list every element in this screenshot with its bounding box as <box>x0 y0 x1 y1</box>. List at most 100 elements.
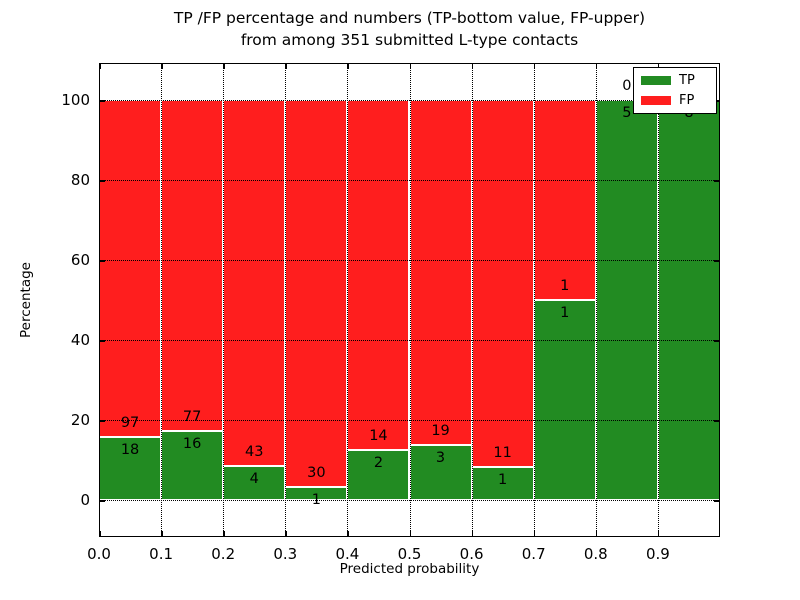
bar-value-tp: 1 <box>560 305 570 321</box>
x-axis-tick <box>347 531 349 537</box>
grid-line-vertical <box>223 63 225 537</box>
x-tick-label: 0.7 <box>521 545 546 563</box>
x-axis-tick <box>657 531 660 537</box>
y-tick-label: 20 <box>70 411 90 429</box>
bar-segment-fp <box>161 100 224 432</box>
x-tick-label: 0.4 <box>335 545 360 563</box>
y-axis-tick-right <box>714 500 720 502</box>
y-axis-label: Percentage <box>18 262 34 338</box>
x-axis-tick <box>285 531 287 537</box>
grid-line-horizontal <box>99 100 720 101</box>
grid-line-vertical <box>285 63 287 537</box>
x-tick-label: 0.9 <box>645 545 670 563</box>
x-axis-tick-top <box>161 63 163 69</box>
bar-value-fp: 1 <box>560 278 570 294</box>
x-axis-tick <box>99 531 101 537</box>
x-axis-tick-top <box>471 63 474 69</box>
x-tick-label: 0.2 <box>211 545 236 563</box>
bar-value-tp: 1 <box>498 471 508 488</box>
bar-value-tp: 16 <box>182 436 202 453</box>
x-tick-label: 0.8 <box>583 545 608 563</box>
y-axis-tick-right <box>714 100 720 102</box>
bar-segment-tp <box>223 465 286 500</box>
grid-line-vertical <box>161 63 163 537</box>
bar-segment-fp <box>99 100 162 438</box>
x-tick-label: 0.5 <box>397 545 422 563</box>
x-axis-label: Predicted probability <box>339 561 480 577</box>
x-axis-tick-top <box>347 63 349 69</box>
legend-item-tp: TP <box>641 73 709 88</box>
y-axis-tick-right <box>714 340 720 342</box>
y-axis-tick <box>99 260 105 262</box>
grid-line-horizontal <box>99 340 720 341</box>
bar-segment-tp <box>657 100 720 500</box>
bar-segment-tp <box>99 437 162 500</box>
chart-title: TP /FP percentage and numbers (TP-bottom… <box>99 7 720 51</box>
x-axis-tick-top <box>223 63 225 69</box>
y-axis-tick <box>99 180 105 182</box>
bar-segment-fp <box>223 100 286 466</box>
legend-item-fp: FP <box>641 93 709 108</box>
y-axis-tick <box>99 420 105 422</box>
legend-label-tp: TP <box>679 73 695 89</box>
x-axis-tick-top <box>533 63 536 69</box>
grid-line-horizontal <box>99 500 720 501</box>
bar-value-fp: 11 <box>493 444 512 461</box>
bar-value-tp: 18 <box>120 442 140 459</box>
bar-value-fp: 14 <box>369 428 388 444</box>
x-axis-tick <box>471 531 474 537</box>
bar-value-fp: 0 <box>622 78 632 94</box>
y-tick-label: 60 <box>70 251 90 269</box>
grid-line-horizontal <box>99 180 720 181</box>
y-tick-label: 100 <box>61 91 90 109</box>
bar-value-tp: 2 <box>373 455 384 471</box>
plot-area: 97187716434301142193111110508 <box>99 63 720 537</box>
grid-line-vertical <box>533 63 535 537</box>
x-axis-tick <box>533 531 536 537</box>
bar-value-fp: 19 <box>431 423 450 440</box>
bar-segment-fp <box>471 100 534 467</box>
bar-value-tp: 1 <box>311 492 321 509</box>
x-axis-tick <box>409 531 411 537</box>
y-tick-label: 80 <box>70 171 90 189</box>
grid-line-horizontal <box>99 260 720 261</box>
bar-value-fp: 43 <box>245 443 264 460</box>
y-axis-tick-right <box>714 180 720 182</box>
x-axis-tick-top <box>285 63 287 69</box>
legend-label-fp: FP <box>679 92 695 108</box>
x-tick-label: 0.1 <box>149 545 174 563</box>
bar-value-tp: 3 <box>435 450 446 467</box>
x-tick-label: 0.6 <box>459 545 484 563</box>
x-axis-tick <box>223 531 225 537</box>
x-axis-tick <box>161 531 163 537</box>
grid-line-horizontal <box>99 420 720 421</box>
y-axis-tick <box>99 340 105 342</box>
bar-value-tp: 4 <box>249 470 259 487</box>
chart-title-line2: from among 351 submitted L-type contacts <box>240 31 579 49</box>
bar-segment-tp <box>595 100 658 500</box>
legend-swatch-tp-icon <box>641 76 671 86</box>
bar-value-fp: 77 <box>182 409 202 426</box>
grid-line-vertical <box>595 63 597 537</box>
x-axis-tick-top <box>595 63 598 69</box>
y-axis-tick <box>99 100 105 102</box>
bar-segment-fp <box>533 100 596 300</box>
x-tick-label: 0.3 <box>273 545 298 563</box>
grid-line-vertical <box>471 63 473 537</box>
x-axis-tick-top <box>409 63 411 69</box>
x-axis-tick <box>595 531 598 537</box>
x-axis-tick-top <box>657 63 660 69</box>
y-tick-label: 0 <box>80 491 90 509</box>
bar-segment-fp <box>347 100 410 450</box>
grid-line-vertical <box>347 63 349 537</box>
y-axis-tick-right <box>714 420 720 422</box>
bar-segment-tp <box>533 300 596 500</box>
y-axis-tick-right <box>714 260 720 262</box>
x-tick-label: 0.0 <box>87 545 111 563</box>
legend: TP FP <box>633 67 717 114</box>
bar-segment-fp <box>285 100 348 488</box>
y-tick-label: 40 <box>70 331 90 349</box>
bar-value-fp: 30 <box>307 465 326 482</box>
grid-line-vertical <box>657 63 659 537</box>
